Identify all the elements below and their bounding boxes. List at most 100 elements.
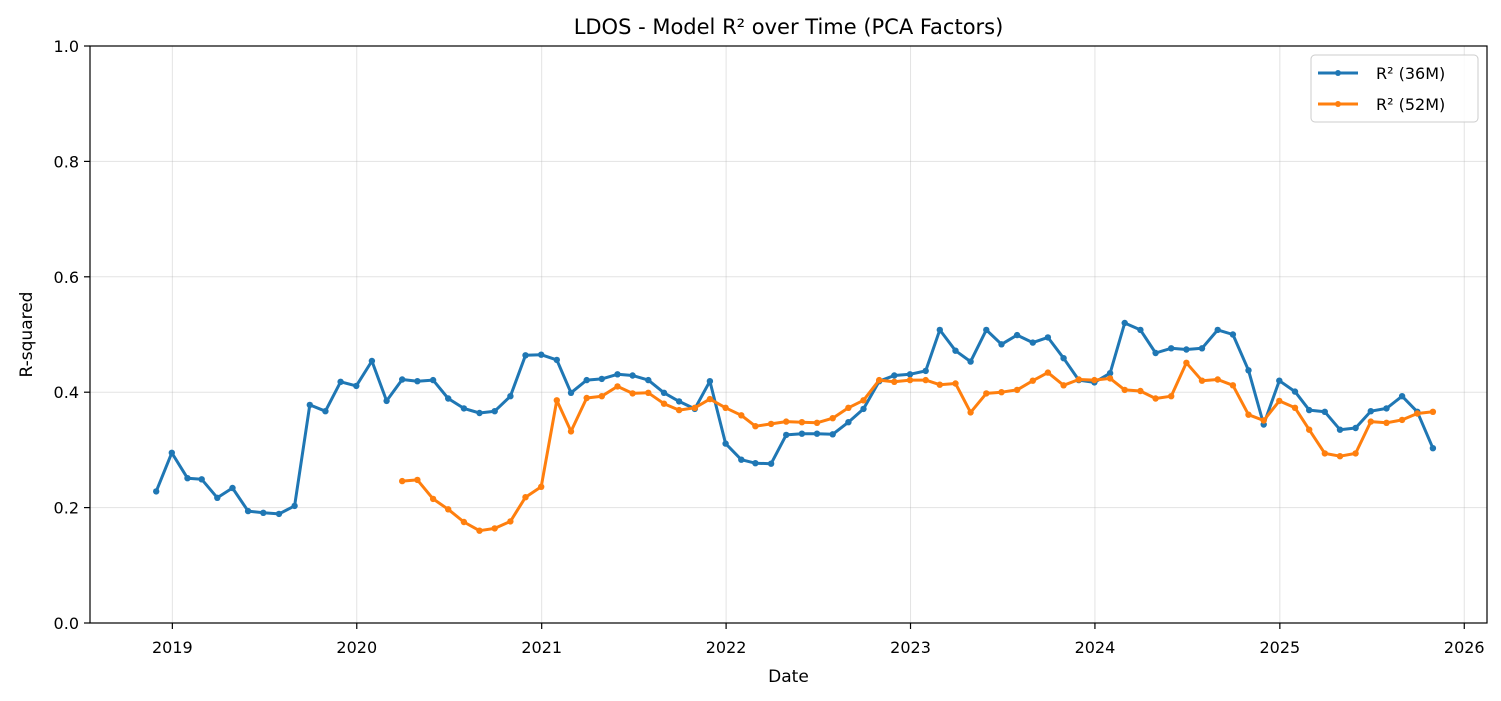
data-point <box>738 412 745 419</box>
data-point <box>1291 404 1299 411</box>
data-point <box>476 527 483 534</box>
legend: R² (36M) R² (52M) <box>1310 54 1479 123</box>
data-point <box>476 409 483 417</box>
data-point <box>967 358 974 365</box>
data-point <box>1383 405 1390 412</box>
data-point <box>538 351 545 358</box>
data-point <box>1106 375 1114 382</box>
data-point <box>1383 419 1390 426</box>
data-point <box>522 352 529 359</box>
data-point <box>1044 334 1052 341</box>
data-point <box>1414 410 1421 417</box>
data-point <box>798 430 806 437</box>
data-point <box>491 408 498 415</box>
data-point <box>845 404 852 411</box>
data-point <box>1229 382 1237 389</box>
data-point <box>998 341 1005 348</box>
data-point <box>353 382 360 390</box>
data-point <box>614 371 621 378</box>
data-point <box>1276 377 1283 384</box>
data-point <box>829 431 836 438</box>
legend-marker-36m <box>1335 70 1341 76</box>
x-tick-label: 2021 <box>521 638 562 657</box>
data-point <box>1245 411 1252 418</box>
chart-title: LDOS - Model R² over Time (PCA Factors) <box>574 15 1004 39</box>
data-point <box>429 376 437 384</box>
data-point <box>306 401 313 409</box>
data-point <box>1429 445 1437 452</box>
data-point <box>1013 331 1021 339</box>
data-point <box>1137 387 1144 395</box>
data-point <box>460 518 468 526</box>
data-point <box>922 376 929 384</box>
data-point <box>1306 426 1313 433</box>
data-point <box>198 476 205 483</box>
series-layer <box>153 319 1437 534</box>
data-point <box>1091 376 1098 384</box>
data-point <box>567 389 575 396</box>
data-point <box>845 419 852 426</box>
data-point <box>675 398 683 405</box>
data-point <box>1044 369 1052 376</box>
data-point <box>1398 416 1406 424</box>
data-point <box>706 378 714 385</box>
data-point <box>1121 319 1128 327</box>
data-point <box>583 394 590 402</box>
data-point <box>1321 450 1329 457</box>
y-axis: 0.0 0.2 0.4 0.6 0.8 1.0 <box>54 37 90 633</box>
data-point <box>1183 346 1190 353</box>
data-point <box>998 389 1005 396</box>
data-point <box>1121 386 1128 394</box>
legend-marker-52m <box>1335 101 1341 107</box>
data-point <box>1336 426 1344 433</box>
data-point <box>1245 367 1252 374</box>
data-point <box>368 357 376 365</box>
data-point <box>414 378 421 385</box>
legend-label-52m: R² (52M) <box>1376 95 1445 114</box>
data-point <box>598 393 605 400</box>
data-point <box>906 371 914 378</box>
data-point <box>445 395 452 402</box>
data-point <box>738 456 745 463</box>
data-point <box>767 460 775 467</box>
data-point <box>906 376 914 384</box>
x-tick-label: 2019 <box>152 638 193 657</box>
data-point <box>1336 453 1344 460</box>
data-point <box>1029 339 1037 346</box>
data-point <box>983 326 990 334</box>
data-point <box>291 502 298 510</box>
data-point <box>891 378 898 385</box>
data-point <box>414 476 421 484</box>
data-point <box>783 418 790 425</box>
data-point <box>383 397 390 405</box>
x-tick-label: 2024 <box>1075 638 1116 657</box>
data-point <box>1013 386 1021 394</box>
data-point <box>936 326 943 334</box>
data-point <box>583 376 590 384</box>
data-point <box>1321 408 1329 415</box>
data-point <box>1198 345 1206 352</box>
data-point <box>598 375 605 383</box>
data-point <box>645 376 652 384</box>
data-point <box>322 408 329 415</box>
data-point <box>614 383 621 390</box>
data-point <box>1137 326 1144 334</box>
data-point <box>1398 393 1406 400</box>
data-point <box>553 397 560 404</box>
data-point <box>798 419 806 426</box>
data-point <box>507 518 514 525</box>
data-point <box>629 390 636 397</box>
data-point <box>445 506 452 513</box>
data-point <box>491 525 498 532</box>
y-tick-label: 0.6 <box>54 268 79 287</box>
data-point <box>399 376 406 383</box>
y-tick-label: 0.0 <box>54 614 79 633</box>
data-point <box>967 409 974 416</box>
plot-frame <box>89 45 1488 624</box>
data-point <box>1276 397 1283 405</box>
data-point <box>936 381 943 388</box>
data-point <box>1367 408 1375 415</box>
data-point <box>1367 418 1375 425</box>
y-tick-label: 1.0 <box>54 37 79 56</box>
data-point <box>1060 355 1067 362</box>
